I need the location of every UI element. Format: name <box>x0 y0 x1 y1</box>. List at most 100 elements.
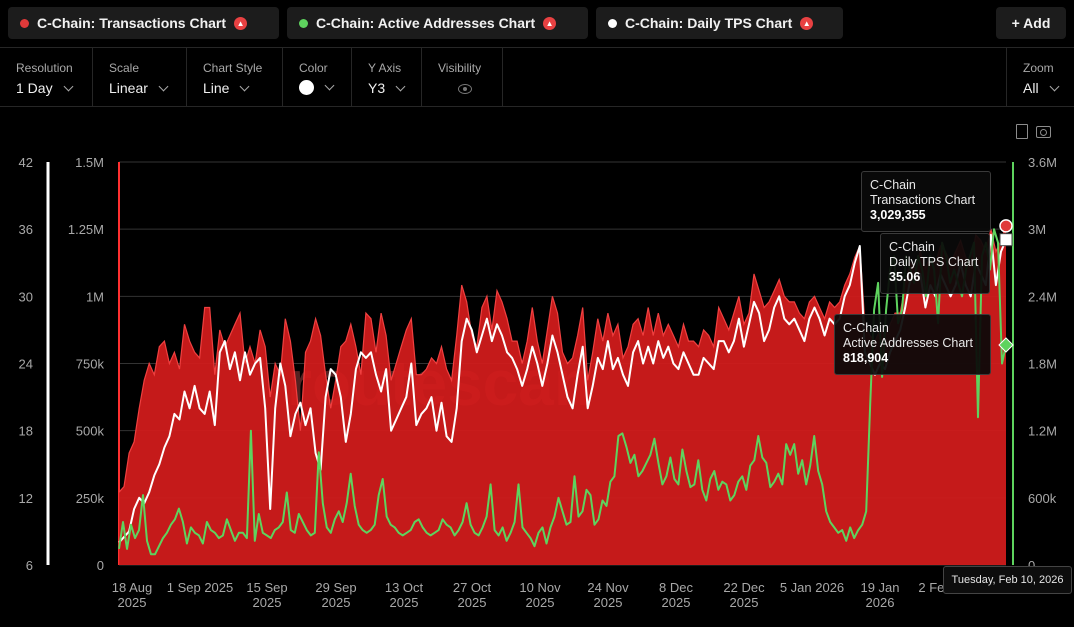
series-color-dot <box>608 18 617 28</box>
zoom-value: All <box>1023 80 1039 96</box>
color-label: Color <box>299 61 328 75</box>
y-axis-value: Y3 <box>368 80 386 96</box>
resolution-select[interactable]: Resolution 1 Day <box>0 48 93 106</box>
x-axis-tick-label: 2025 <box>526 595 555 610</box>
tab-label: C-Chain: Transactions Chart <box>37 15 227 31</box>
tab-daily-tps[interactable]: C-Chain: Daily TPS Chart ▲ <box>596 7 843 39</box>
avalanche-icon: ▲ <box>234 16 248 30</box>
chart-style-value: Line <box>203 80 230 96</box>
series-color-dot <box>299 18 308 28</box>
chart-toolbar: Resolution 1 Day Scale Linear Chart Styl… <box>0 47 1074 107</box>
visibility-toggle[interactable]: Visibility <box>422 48 503 106</box>
transactions-axis-tick-label: 1.2M <box>1028 424 1057 439</box>
x-axis-tick-label: 2025 <box>390 595 419 610</box>
x-axis-tick-label: 2025 <box>662 595 691 610</box>
x-axis-tick-label: 18 Aug <box>112 580 153 595</box>
series-color-dot <box>20 18 29 28</box>
hover-marker-daily-tps <box>999 233 1013 247</box>
tps-axis-tick-label: 30 <box>19 289 33 304</box>
tps-axis-tick-label: 12 <box>19 491 33 506</box>
x-axis-tick-label: 1 Sep 2025 <box>167 580 234 595</box>
addresses-axis-tick-label: 0 <box>97 558 104 573</box>
export-icons <box>1016 124 1051 139</box>
transactions-axis-tick-label: 1.8M <box>1028 357 1057 372</box>
chart-style-label: Chart Style <box>203 61 263 75</box>
color-swatch <box>299 80 314 95</box>
hover-marker-active-addresses <box>998 337 1014 353</box>
tab-transactions[interactable]: C-Chain: Transactions Chart ▲ <box>8 7 279 39</box>
transactions-axis-tick-label: 3.6M <box>1028 155 1057 170</box>
x-axis-tick-label: 2026 <box>866 595 895 610</box>
tps-axis-tick-label: 36 <box>19 222 33 237</box>
x-axis-tick-label: 8 Dec <box>659 580 693 595</box>
zoom-select[interactable]: Zoom All <box>1006 48 1074 106</box>
addresses-axis-tick-label: 1M <box>86 289 104 304</box>
series-line-daily-tps <box>118 233 1007 544</box>
transactions-axis-tick-label: 2.4M <box>1028 289 1057 304</box>
x-axis-tick-label: 2025 <box>322 595 351 610</box>
transactions-axis-tick-label: 0 <box>1028 558 1035 573</box>
tooltip-value: 35.06 <box>889 270 921 284</box>
tooltip-line2: Active Addresses Chart <box>843 336 973 350</box>
tooltip-active-addresses: C-Chain Active Addresses Chart 818,904 <box>834 314 991 375</box>
camera-icon[interactable] <box>1036 126 1051 138</box>
eye-icon <box>458 84 472 94</box>
visibility-label: Visibility <box>438 61 482 75</box>
tooltip-daily-tps: C-Chain Daily TPS Chart 35.06 <box>880 233 990 294</box>
y-axis-label: Y Axis <box>368 61 402 75</box>
tps-axis-tick-label: 42 <box>19 155 33 170</box>
resolution-label: Resolution <box>16 61 73 75</box>
x-axis-tick-label: 2025 <box>594 595 623 610</box>
x-axis-tick-label: 29 Sep <box>315 580 356 595</box>
resolution-value: 1 Day <box>16 80 53 96</box>
addresses-axis-tick-label: 1.25M <box>68 222 104 237</box>
y-axis-select[interactable]: Y Axis Y3 <box>352 48 422 106</box>
transactions-axis-tick-label: 3M <box>1028 222 1046 237</box>
tooltip-line2: Transactions Chart <box>870 193 976 207</box>
tooltip-line1: C-Chain <box>843 321 889 335</box>
x-axis-tick-label: 2025 <box>118 595 147 610</box>
x-axis-tick-label: 22 Dec <box>723 580 765 595</box>
series-area-transactions <box>119 225 1006 565</box>
x-axis-tick-label: 5 Jan 2026 <box>780 580 844 595</box>
scale-value: Linear <box>109 80 148 96</box>
transactions-axis-tick-label: 600k <box>1028 491 1057 506</box>
add-chart-button[interactable]: + Add <box>996 7 1066 39</box>
x-axis-tick-label: 27 Oct <box>453 580 492 595</box>
series-line-active-addresses <box>118 228 1007 556</box>
color-select[interactable]: Color <box>283 48 352 106</box>
tab-label: C-Chain: Daily TPS Chart <box>625 15 793 31</box>
tooltip-value: 3,029,355 <box>870 208 926 222</box>
x-axis-tick-label: 24 Nov <box>587 580 629 595</box>
addresses-axis-tick-label: 1.5M <box>75 155 104 170</box>
addresses-axis-tick-label: 500k <box>76 424 105 439</box>
tooltip-line1: C-Chain <box>889 240 935 254</box>
tooltip-value: 818,904 <box>843 351 889 365</box>
x-axis-tick-label: 13 Oct <box>385 580 424 595</box>
tps-axis-tick-label: 6 <box>26 558 33 573</box>
tab-label: C-Chain: Active Addresses Chart <box>316 15 536 31</box>
document-icon[interactable] <box>1016 124 1028 139</box>
addresses-axis-tick-label: 750k <box>76 357 105 372</box>
scale-select[interactable]: Scale Linear <box>93 48 187 106</box>
chart-tabs: C-Chain: Transactions Chart ▲ C-Chain: A… <box>0 0 1074 46</box>
scale-label: Scale <box>109 61 140 75</box>
tps-axis-tick-label: 24 <box>19 357 33 372</box>
hover-date-label: Tuesday, Feb 10, 2026 <box>943 566 1072 594</box>
avalanche-icon: ▲ <box>800 16 814 30</box>
x-axis-tick-label: 2025 <box>458 595 487 610</box>
tooltip-line1: C-Chain <box>870 178 916 192</box>
tab-active-addresses[interactable]: C-Chain: Active Addresses Chart ▲ <box>287 7 588 39</box>
tooltip-transactions: C-Chain Transactions Chart 3,029,355 <box>861 171 991 232</box>
tps-axis-tick-label: 18 <box>19 424 33 439</box>
addresses-axis-tick-label: 250k <box>76 491 105 506</box>
x-axis-tick-label: 2025 <box>253 595 282 610</box>
x-axis-tick-label: 2025 <box>730 595 759 610</box>
x-axis-tick-label: 10 Nov <box>519 580 561 595</box>
x-axis-tick-label: 15 Sep <box>246 580 287 595</box>
x-axis-tick-label: 19 Jan <box>860 580 899 595</box>
chart-style-select[interactable]: Chart Style Line <box>187 48 283 106</box>
tooltip-line2: Daily TPS Chart <box>889 255 979 269</box>
hover-marker-transactions <box>999 219 1013 233</box>
